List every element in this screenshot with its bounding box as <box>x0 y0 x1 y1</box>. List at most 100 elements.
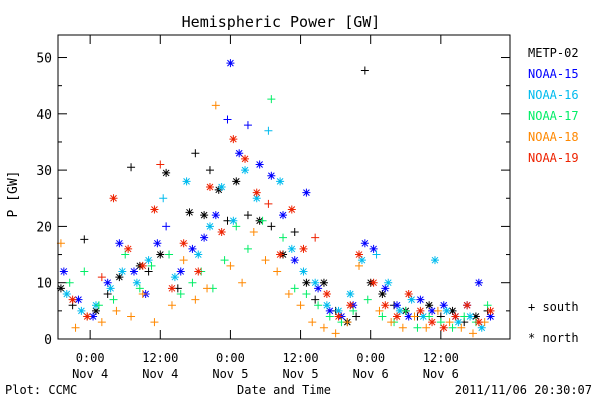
data-point-south <box>144 267 153 276</box>
data-point-south <box>413 323 422 332</box>
data-point-north <box>439 323 448 332</box>
data-point-north <box>59 267 68 276</box>
data-point-south <box>445 318 454 327</box>
data-point-south <box>205 166 214 175</box>
x-tick-label-date: Nov 6 <box>423 367 459 381</box>
footer-credit: Plot: CCMC <box>5 383 77 397</box>
x-tick-label-date: Nov 6 <box>353 367 389 381</box>
data-point-north <box>325 306 334 315</box>
data-point-south <box>468 329 477 338</box>
data-point-north <box>381 301 390 310</box>
data-point-north <box>428 318 437 327</box>
data-point-north <box>474 278 483 287</box>
data-point-south <box>162 222 171 231</box>
x-axis-label: Date and Time <box>237 383 331 397</box>
data-point-south <box>375 306 384 315</box>
series-noaa-16 <box>62 126 486 332</box>
data-point-north <box>77 306 86 315</box>
data-point-south <box>410 312 419 321</box>
data-point-north <box>217 228 226 237</box>
data-point-south <box>319 323 328 332</box>
data-point-north <box>124 244 133 253</box>
x-tick-label-time: 0:00 <box>216 351 245 365</box>
data-point-north <box>369 244 378 253</box>
x-tick-label-date: Nov 5 <box>212 367 248 381</box>
y-tick-label: 40 <box>36 108 52 123</box>
data-point-north <box>118 267 127 276</box>
data-point-south <box>331 329 340 338</box>
data-point-north <box>182 177 191 186</box>
data-point-north <box>393 312 401 321</box>
series-noaa-19 <box>68 135 495 332</box>
data-point-south <box>138 289 147 298</box>
data-point-north <box>176 267 185 276</box>
data-point-north <box>439 301 448 310</box>
data-point-north <box>252 188 261 197</box>
data-point-north <box>355 250 364 259</box>
data-point-north <box>381 284 390 293</box>
legend-entry-noaa-17: NOAA-17 <box>528 109 579 123</box>
data-point-north <box>129 267 138 276</box>
data-point-south <box>355 261 364 270</box>
data-point-south <box>448 323 457 332</box>
data-point-south <box>112 306 121 315</box>
data-point-south <box>238 278 247 287</box>
legend-north-marker: * north <box>528 331 579 345</box>
legend-entry-noaa-18: NOAA-18 <box>528 130 579 144</box>
y-axis-ticks: 0 10 20 30 40 50 <box>36 52 510 348</box>
y-tick-label: 0 <box>44 333 52 348</box>
data-point-north <box>170 273 179 282</box>
data-point-north <box>302 278 311 287</box>
data-point-north <box>357 256 366 265</box>
data-point-south <box>71 323 80 332</box>
data-point-north <box>463 301 472 310</box>
data-point-north <box>454 318 463 327</box>
data-point-north <box>185 208 194 217</box>
data-point-north <box>232 177 241 186</box>
data-point-north <box>311 278 320 287</box>
data-point-north <box>416 295 425 304</box>
x-tick-label-time: 12:00 <box>282 351 318 365</box>
data-point-north <box>109 194 118 203</box>
data-point-north <box>334 306 343 315</box>
data-point-south <box>191 149 200 158</box>
data-point-south <box>398 323 407 332</box>
data-point-south <box>150 318 159 327</box>
data-point-north <box>138 261 147 270</box>
data-point-north <box>200 233 209 242</box>
data-point-south <box>258 216 267 225</box>
data-point-south <box>284 289 293 298</box>
data-point-south <box>433 306 442 315</box>
data-point-south <box>308 318 317 327</box>
data-point-north <box>276 250 285 259</box>
data-point-north <box>194 250 203 259</box>
data-point-north <box>346 301 355 310</box>
x-tick-label-time: 0:00 <box>76 351 105 365</box>
legend: METP-02 NOAA-15 NOAA-16 NOAA-17 NOAA-18 NOAA-… <box>528 46 579 165</box>
data-point-south <box>243 121 252 130</box>
data-point-south <box>422 323 431 332</box>
data-point-north <box>229 216 238 225</box>
legend-entry-noaa-19: NOAA-19 <box>528 151 579 165</box>
data-point-north <box>448 306 457 315</box>
data-point-north <box>162 168 171 177</box>
data-point-north <box>384 278 393 287</box>
data-point-north <box>471 312 480 321</box>
data-point-north <box>395 306 404 315</box>
legend-entry-metp-02: METP-02 <box>528 46 579 60</box>
data-point-north <box>428 306 437 315</box>
data-points <box>56 59 495 338</box>
data-point-north <box>404 289 413 298</box>
data-point-north <box>156 250 165 259</box>
data-point-south <box>211 101 220 110</box>
legend-entry-noaa-15: NOAA-15 <box>528 67 579 81</box>
y-tick-label: 30 <box>36 164 52 179</box>
data-point-south <box>378 312 387 321</box>
data-point-north <box>407 295 416 304</box>
data-point-south <box>290 228 299 237</box>
series-noaa-18 <box>56 101 489 338</box>
data-point-south <box>191 295 200 304</box>
data-point-north <box>425 301 434 310</box>
data-point-north <box>194 267 203 276</box>
